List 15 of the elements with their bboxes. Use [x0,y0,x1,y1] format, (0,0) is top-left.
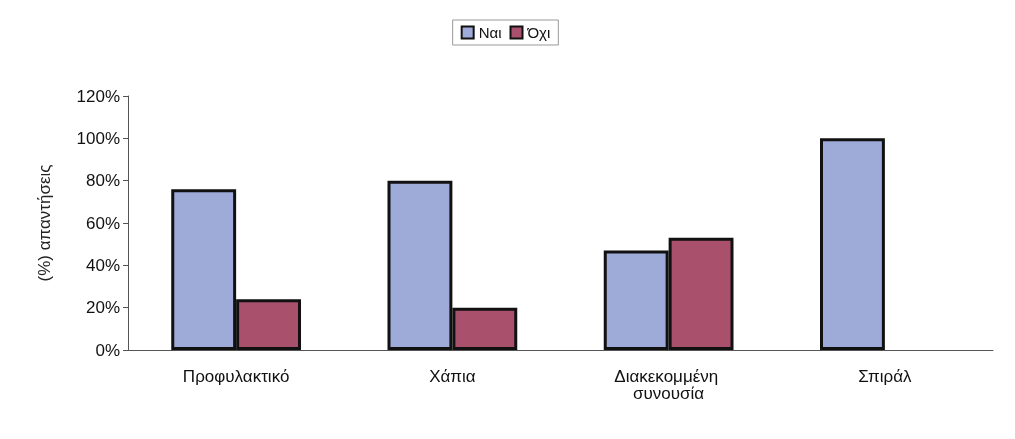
x-tick-label: Σπιράλ [858,367,912,386]
y-tick-label: 80% [85,171,120,191]
y-tick-label: 100% [76,128,120,148]
x-tick-label: Χάπια [429,367,476,386]
y-axis-title: (%) απαντήσεις [35,164,54,282]
y-tick-label: 20% [85,298,120,318]
legend-label: Όχι [526,24,551,41]
bar [820,138,885,350]
y-tick-label: 40% [85,255,120,275]
legend-label: Ναι [478,24,502,41]
x-tick-label: Προφυλακτικό [182,367,290,386]
y-tick-label: 0% [95,340,120,360]
y-tick-label: 60% [85,213,120,233]
x-tick-label: Διακεκομμένη συνουσία [614,367,723,403]
y-tick-label: 120% [76,86,120,106]
